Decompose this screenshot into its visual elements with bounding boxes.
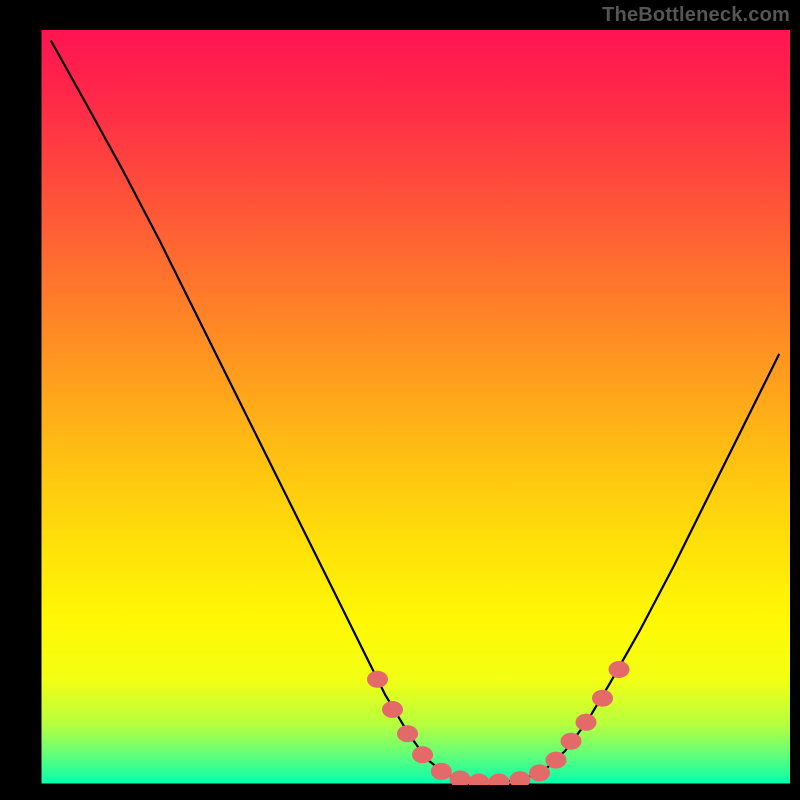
valley-marker [530,765,550,781]
valley-marker [546,752,566,768]
valley-marker [450,771,470,787]
valley-marker [489,774,509,790]
valley-marker [561,733,581,749]
valley-marker [413,747,433,763]
valley-marker [383,702,403,718]
curve-layer [0,0,800,800]
bottleneck-curve [51,41,779,782]
valley-marker [469,774,489,790]
valley-marker [368,671,388,687]
valley-marker [510,772,530,788]
valley-marker [431,763,451,779]
valley-marker [576,714,596,730]
valley-marker [593,690,613,706]
chart-container: TheBottleneck.com [0,0,800,800]
valley-marker [398,726,418,742]
valley-marker [609,662,629,678]
watermark-text: TheBottleneck.com [602,4,790,27]
